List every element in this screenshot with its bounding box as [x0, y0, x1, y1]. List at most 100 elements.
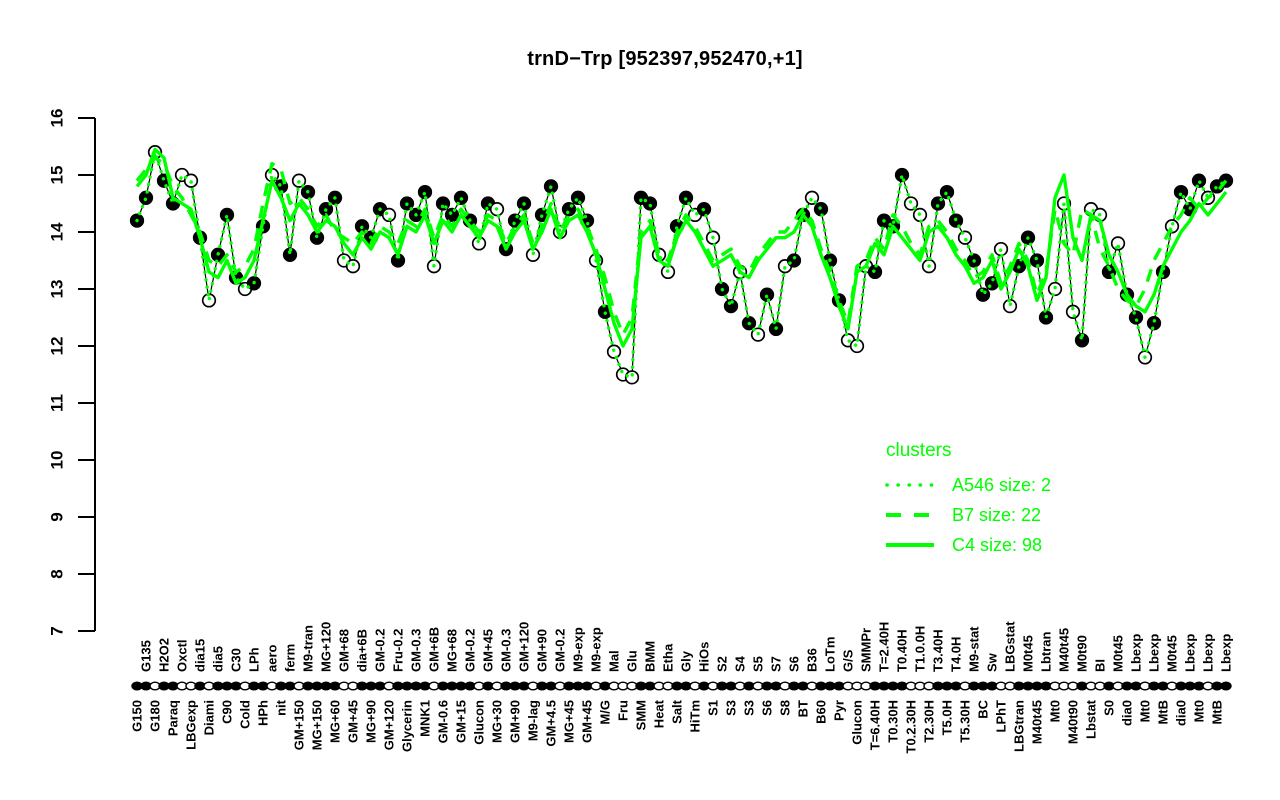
x-axis-label: Oxctl [175, 639, 190, 672]
x-axis-label: S4 [733, 655, 748, 672]
x-axis-label: GM+150 [292, 700, 307, 750]
x-axis-label: Lbexp [1147, 634, 1162, 672]
x-axis-label: S3 [724, 700, 739, 716]
x-axis-label: M40t45 [1030, 700, 1045, 744]
x-axis-label: dia0 [1174, 700, 1189, 726]
x-axis-label: dia5 [211, 646, 226, 672]
data-point-filled [1173, 184, 1189, 200]
x-axis-label: C30 [229, 648, 244, 672]
x-axis-label: M9-exp [571, 627, 586, 672]
x-axis-label: BT [796, 700, 811, 717]
x-axis-label: MG+68 [445, 629, 460, 672]
x-axis-label: BI [1093, 659, 1108, 672]
x-axis-label: HiOs [697, 642, 712, 672]
x-axis-label: HiTm [688, 700, 703, 733]
x-axis-label: Cold [238, 700, 253, 729]
data-point-open [624, 370, 640, 385]
x-axis-label: T0.40H [895, 629, 910, 672]
legend-item-c4: C4 size: 98 [884, 530, 1051, 560]
x-axis-label: T4.0H [949, 637, 964, 672]
x-axis-label: GM+6B [427, 627, 442, 672]
x-axis-label: Etha [661, 643, 676, 672]
x-axis-label: aero [265, 644, 280, 672]
x-axis-label: T5.0H [940, 700, 955, 735]
x-axis-label: S0 [1102, 700, 1117, 716]
x-axis-label: S5 [751, 656, 766, 672]
x-axis-label: GM+45 [481, 629, 496, 672]
x-axis-label: LBGstat [1003, 621, 1018, 672]
x-axis-label: Mt0 [1048, 700, 1063, 722]
x-axis-label: GM+120 [382, 700, 397, 750]
x-axis-label: GM-0.3 [499, 629, 514, 672]
x-axis-label: Lbexp [1219, 634, 1234, 672]
x-axis-label: GM-0.2 [553, 629, 568, 672]
dotted-line-icon [885, 483, 935, 487]
x-axis-label: S6 [760, 700, 775, 716]
x-axis-label: Pyr [832, 700, 847, 721]
x-axis-label: GM-0.2 [373, 629, 388, 672]
x-axis-label: M0t45 [1165, 635, 1180, 672]
x-axis-label: S6 [787, 656, 802, 672]
y-axis-tick-label: 14 [48, 222, 67, 241]
x-axis-label: Glucon [850, 700, 865, 745]
x-axis-label: Glycerin [400, 700, 415, 752]
x-axis-label: MG+150 [310, 700, 325, 750]
x-axis-label: T1.0.0H [913, 626, 928, 672]
data-point-filled [939, 184, 955, 200]
x-axis-label: Paraq [166, 700, 181, 736]
y-axis-tick-label: 7 [48, 626, 67, 635]
x-axis-label: M9-tran [301, 625, 316, 672]
x-axis-label: MNK1 [418, 700, 433, 737]
x-axis-label: LBGtran [1012, 700, 1027, 752]
x-axis-label: Salt [670, 699, 685, 724]
legend: clusters A546 size: 2 B7 size: 22 C4 siz… [884, 440, 1051, 560]
x-axis-label: dia+6B [355, 629, 370, 672]
x-axis-label: T2.30H [922, 700, 937, 743]
x-axis-label: Glu [625, 650, 640, 672]
x-axis-label: M0t45 [1111, 635, 1126, 672]
x-axis-label: Lbexp [1183, 634, 1198, 672]
x-axis-label: GM+4.5 [544, 700, 559, 747]
y-axis-tick-label: 16 [48, 109, 67, 128]
legend-title: clusters [886, 440, 952, 461]
data-point-filled [561, 202, 577, 217]
x-axis-label: Mal [607, 650, 622, 672]
solid-line-icon [886, 543, 934, 547]
x-axis-label: MtB [1210, 700, 1225, 725]
data-point-open [1110, 236, 1126, 251]
y-axis-tick-label: 15 [48, 166, 67, 185]
x-axis-label: M0t45 [1021, 635, 1036, 672]
data-point-filled [444, 207, 460, 223]
x-axis-label: B36 [805, 648, 820, 672]
x-axis-label: GM+45 [346, 700, 361, 743]
legend-item-b7: B7 size: 22 [884, 500, 1051, 530]
x-axis-label: GM+90 [535, 629, 550, 672]
y-axis-tick-label: 12 [48, 337, 67, 356]
legend-label-c4: C4 size: 98 [952, 534, 1043, 555]
x-axis-label: Mt0 [1192, 700, 1207, 722]
x-axis-label: Lbtran [1039, 632, 1054, 673]
x-axis-label: G135 [139, 640, 154, 672]
data-point-filled [1146, 316, 1162, 331]
data-point-open [345, 259, 361, 274]
x-axis-label: LBGexp [184, 700, 199, 750]
x-axis-label: B60 [814, 700, 829, 724]
x-axis-label: M9-exp [589, 627, 604, 672]
x-axis-label: LPhT [994, 700, 1009, 733]
dashed-line-icon [886, 513, 934, 517]
x-axis-label: Lbexp [1129, 634, 1144, 672]
condition-marker [1220, 681, 1232, 691]
data-point-filled [570, 190, 586, 205]
data-point-filled [759, 287, 775, 302]
data-point-open [1065, 304, 1081, 319]
x-axis-label: dia15 [193, 639, 208, 672]
x-axis-label: Glucon [472, 700, 487, 745]
x-axis-label: T=6.40H [868, 700, 883, 750]
cluster-line-b7 [135, 156, 1228, 337]
x-axis-label: M9-lag [526, 700, 541, 741]
legend-label-a546: A546 size: 2 [952, 474, 1052, 495]
legend-item-a546: A546 size: 2 [884, 470, 1051, 500]
y-axis-tick-label: 10 [48, 451, 67, 470]
x-axis-label: GM+15 [454, 700, 469, 743]
